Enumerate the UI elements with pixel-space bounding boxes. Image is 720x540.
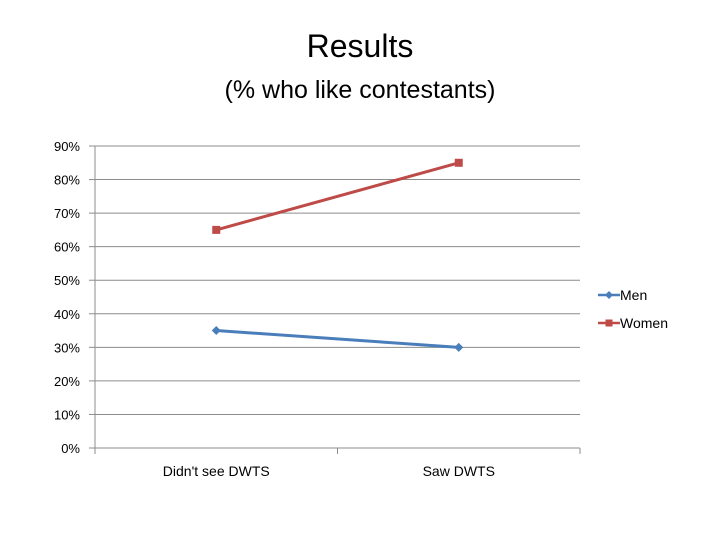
legend-marker-women [605, 319, 613, 327]
data-point-women [454, 158, 463, 167]
x-tick-label: Saw DWTS [423, 463, 495, 479]
y-tick-label: 0% [61, 441, 80, 456]
data-point-men [211, 326, 221, 336]
x-tick-label: Didn't see DWTS [163, 463, 270, 479]
y-tick-label: 20% [54, 374, 80, 389]
series-line-men [216, 329, 459, 349]
legend-label-men: Men [620, 287, 647, 303]
legend-label-women: Women [620, 315, 668, 331]
y-tick-label: 60% [54, 240, 80, 255]
y-tick-label: 50% [54, 273, 80, 288]
data-point-men [454, 342, 464, 352]
y-tick-label: 70% [54, 206, 80, 221]
legend-marker-men [605, 291, 613, 299]
chart-subtitle: (% who like contestants) [224, 76, 496, 104]
y-tick-label: 40% [54, 307, 80, 322]
series-line-women [215, 161, 460, 232]
chart-title: Results [306, 28, 414, 64]
y-tick-label: 90% [54, 139, 80, 154]
y-tick-label: 30% [54, 340, 80, 355]
data-point-women [212, 225, 221, 234]
y-tick-label: 10% [54, 407, 80, 422]
y-tick-label: 80% [54, 173, 80, 188]
